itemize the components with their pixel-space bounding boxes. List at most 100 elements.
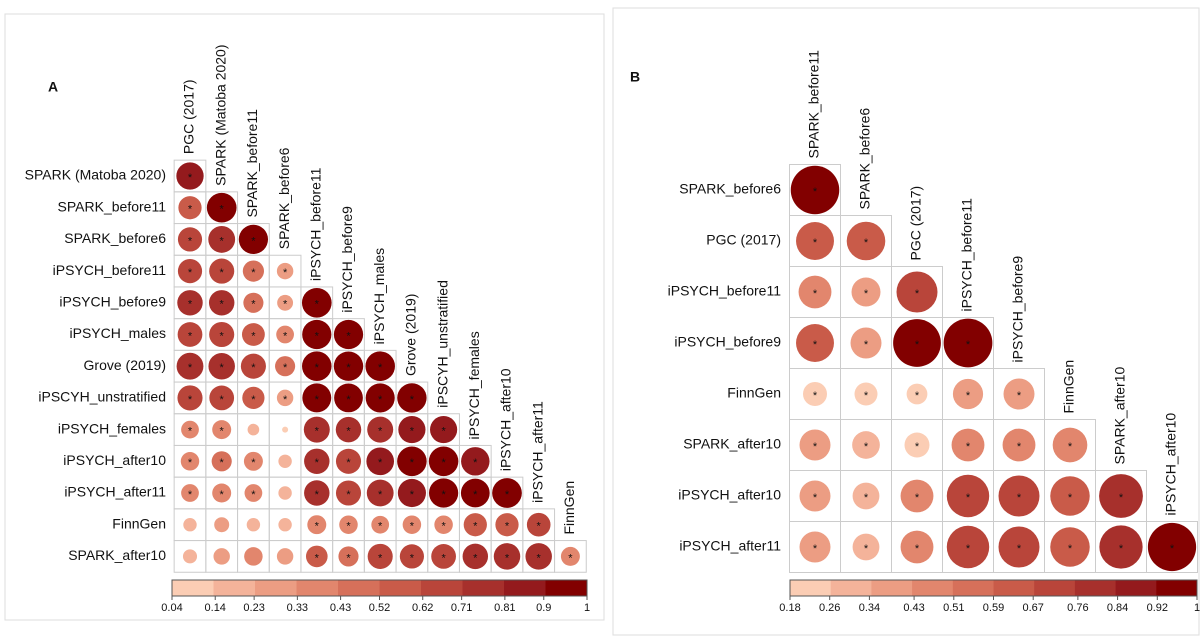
significance-star: * (1119, 543, 1124, 555)
significance-star: * (864, 390, 869, 402)
column-label: Grove (2019) (403, 294, 419, 376)
correlation-circle (434, 515, 453, 534)
column-label: FinnGen (561, 481, 577, 535)
colorbar-tick-label: 0.14 (205, 602, 226, 614)
significance-star: * (251, 299, 256, 311)
row-label: iPSYCH_before9 (59, 294, 166, 310)
correlation-circle (893, 319, 941, 367)
correlation-circle (177, 259, 203, 284)
significance-star: * (378, 394, 383, 406)
correlation-circle (177, 227, 203, 252)
significance-star: * (813, 441, 818, 453)
correlation-circle (998, 526, 1040, 568)
correlation-circle (1003, 378, 1035, 410)
panel-frame (612, 7, 1200, 636)
significance-star: * (473, 489, 478, 501)
significance-star: * (188, 235, 193, 247)
correlation-circle (183, 517, 197, 532)
significance-star: * (315, 457, 320, 469)
row-label: iPSYCH_after10 (63, 452, 166, 468)
significance-star: * (441, 426, 446, 438)
column-label: PGC (2017) (181, 79, 197, 154)
correlation-circle (278, 454, 292, 469)
significance-star: * (441, 521, 446, 533)
significance-star: * (315, 489, 320, 501)
significance-star: * (813, 390, 818, 402)
correlation-circle (276, 548, 294, 565)
significance-star: * (220, 362, 225, 374)
significance-star: * (315, 521, 320, 533)
significance-star: * (1068, 492, 1073, 504)
significance-star: * (864, 441, 869, 453)
correlation-circle (951, 428, 985, 462)
cell-border (1146, 521, 1198, 573)
significance-star: * (315, 552, 320, 564)
correlation-circle (560, 546, 580, 566)
correlation-circle (428, 478, 459, 508)
correlation-circle (304, 448, 330, 475)
significance-star: * (1017, 543, 1022, 555)
significance-star: * (410, 489, 415, 501)
correlation-circle (242, 260, 265, 282)
row-label: iPSYCH_males (70, 325, 166, 341)
correlation-circle (851, 277, 881, 307)
significance-star: * (1017, 492, 1022, 504)
correlation-circle (177, 385, 203, 411)
correlation-circle (463, 513, 487, 537)
correlation-circle (493, 543, 521, 570)
row-label: SPARK_before11 (58, 198, 167, 214)
row-label: iPSYCH_after11 (679, 538, 781, 554)
significance-star: * (220, 457, 225, 469)
correlation-circle (302, 319, 332, 350)
correlation-circle (850, 327, 882, 359)
significance-star: * (251, 457, 256, 469)
correlation-circle (277, 294, 294, 311)
row-label: Grove (2019) (84, 357, 166, 373)
column-label: FinnGen (1061, 360, 1077, 414)
significance-star: * (346, 552, 351, 564)
significance-star: * (378, 552, 383, 564)
significance-star: * (915, 492, 920, 504)
significance-star: * (813, 339, 818, 351)
significance-star: * (1119, 492, 1124, 504)
significance-star: * (220, 394, 225, 406)
correlation-circle (177, 322, 203, 347)
correlation-circle (212, 420, 232, 440)
significance-star: * (378, 457, 383, 469)
colorbar-segment (379, 580, 422, 596)
correlation-circle (365, 351, 395, 381)
correlation-circle (526, 512, 551, 537)
correlation-circle (276, 325, 294, 344)
column-label: SPARK_before6 (857, 108, 873, 210)
colorbar-tick-label: 0.33 (287, 602, 308, 614)
significance-star: * (315, 426, 320, 438)
correlation-circle (208, 352, 235, 380)
significance-star: * (568, 552, 573, 564)
correlation-circle (952, 378, 984, 410)
correlation-circle (209, 258, 235, 284)
significance-star: * (1068, 543, 1073, 555)
correlation-circle (1050, 527, 1090, 567)
colorbar-tick-label: 0.59 (983, 602, 1004, 614)
correlation-circle (492, 478, 522, 508)
significance-star: * (505, 552, 510, 564)
significance-star: * (220, 330, 225, 342)
significance-star: * (410, 521, 415, 533)
significance-star: * (378, 489, 383, 501)
colorbar-segment (790, 580, 832, 596)
colorbar-tick-label: 0.43 (330, 602, 351, 614)
column-label: SPARK_after10 (1112, 366, 1128, 464)
correlation-circle (852, 533, 880, 561)
correlation-circle (243, 292, 264, 313)
correlation-circle (213, 548, 230, 565)
correlation-circle (180, 452, 200, 471)
significance-star: * (346, 457, 351, 469)
colorbar-segment (504, 580, 546, 596)
significance-star: * (283, 330, 288, 342)
colorbar-tick-label: 0.51 (943, 602, 964, 614)
significance-star: * (915, 339, 920, 351)
significance-star: * (346, 330, 351, 342)
colorbar-segment (255, 580, 297, 596)
colorbar-segment (1034, 580, 1076, 596)
